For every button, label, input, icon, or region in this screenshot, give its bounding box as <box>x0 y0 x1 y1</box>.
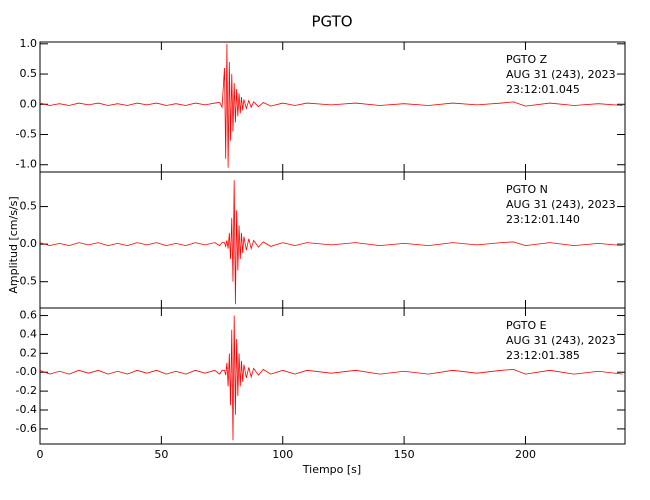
station-annotation: 23:12:01.385 <box>506 349 580 362</box>
y-tick-label: -0.5 <box>16 275 37 288</box>
station-annotation: AUG 31 (243), 2023 <box>506 334 616 347</box>
y-tick-label: -1.0 <box>16 158 37 171</box>
x-tick-label: 200 <box>515 448 536 461</box>
y-tick-label: 0.6 <box>20 309 38 322</box>
y-tick-label: 0.2 <box>20 346 38 359</box>
y-tick-label: -0.4 <box>16 403 37 416</box>
y-tick-label: -0.5 <box>16 128 37 141</box>
y-tick-label: 0.5 <box>20 67 38 80</box>
panel-frame <box>39 307 626 445</box>
y-tick-label: -0.2 <box>16 384 37 397</box>
station-annotation: PGTO N <box>506 183 548 196</box>
station-annotation: PGTO E <box>506 319 547 332</box>
waveform <box>39 315 623 441</box>
y-tick-label: 1.0 <box>20 37 38 50</box>
y-axis-label: Amplitud [cm/s/s] <box>7 196 20 293</box>
y-tick-label: 0.5 <box>20 200 38 213</box>
station-annotation: AUG 31 (243), 2023 <box>506 68 616 81</box>
x-axis-label: Tiempo [s] <box>302 463 361 476</box>
station-annotation: PGTO Z <box>506 53 548 66</box>
x-tick-label: 50 <box>154 448 168 461</box>
station-annotation: 23:12:01.045 <box>506 83 580 96</box>
y-tick-label: 0.4 <box>20 327 38 340</box>
x-tick-label: 150 <box>394 448 415 461</box>
y-tick-label: 0.0 <box>20 97 38 110</box>
x-tick-label: 100 <box>272 448 293 461</box>
waveform <box>39 43 623 168</box>
y-tick-label: 0.0 <box>20 237 38 250</box>
waveform <box>39 180 623 305</box>
chart-title: PGTO <box>311 13 352 31</box>
station-annotation: AUG 31 (243), 2023 <box>506 198 616 211</box>
x-tick-label: 0 <box>37 448 44 461</box>
station-annotation: 23:12:01.140 <box>506 213 580 226</box>
y-tick-label: -0.6 <box>16 422 37 435</box>
y-tick-label: -0.0 <box>16 365 37 378</box>
